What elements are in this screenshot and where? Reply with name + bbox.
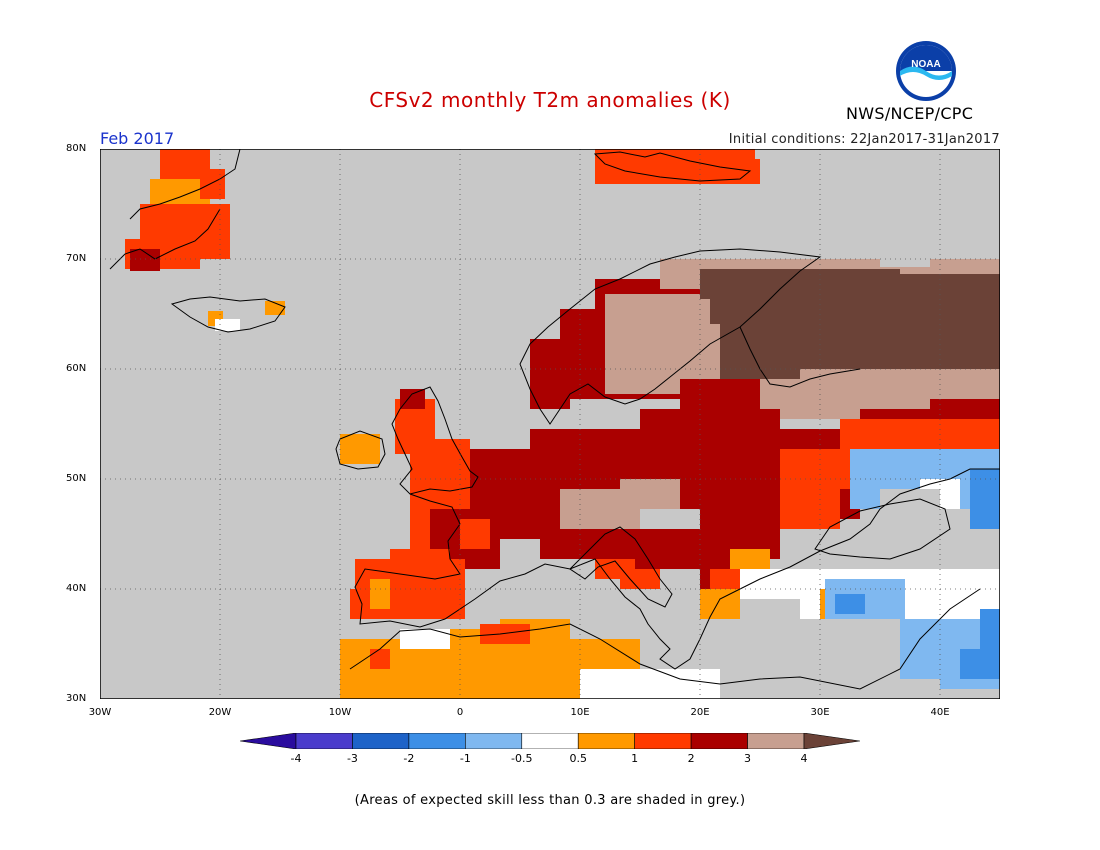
- longitude-label: 40E: [930, 707, 950, 718]
- anomaly-cell-red_orange: [620, 569, 660, 589]
- colorbar-tick-label: -3: [346, 752, 358, 765]
- anomaly-cell-white: [640, 669, 720, 699]
- colorbar-tick-label: -0.5: [511, 752, 533, 765]
- forecast-month-label: Feb 2017: [100, 129, 175, 148]
- colorbar-tick-label: 0.5: [569, 752, 587, 765]
- longitude-label: 20E: [690, 707, 710, 718]
- svalbard-coast: [593, 151, 752, 182]
- greenland-coast: [109, 149, 241, 270]
- britain-coast: [391, 386, 479, 495]
- anomaly-cell-orange: [370, 579, 390, 609]
- agency-label: NWS/NCEP/CPC: [846, 104, 974, 123]
- latitude-label: 40N: [66, 583, 87, 594]
- anomaly-cell-orange: [730, 549, 770, 569]
- colorbar-tick-label: -2: [403, 752, 415, 765]
- colorbar-segment: [352, 733, 410, 749]
- anomaly-cell-mid_blue: [970, 469, 1000, 529]
- anomaly-cell-red_orange: [460, 519, 490, 549]
- continent-coast: [354, 468, 1000, 670]
- anomaly-cell-white: [400, 629, 450, 649]
- anomaly-cell-dark_red: [400, 389, 425, 409]
- longitude-label: 30E: [810, 707, 830, 718]
- initial-conditions-label: Initial conditions: 22Jan2017-31Jan2017: [728, 132, 1000, 147]
- anomaly-cell-red_orange: [840, 419, 1000, 449]
- anomaly-cell-red_orange: [480, 624, 530, 644]
- noaa-logo: NOAA: [896, 41, 956, 101]
- iceland-coast: [170, 296, 286, 333]
- longitude-label: 0: [456, 707, 464, 718]
- anomaly-cell-mid_blue: [835, 594, 865, 614]
- anomaly-cell-white: [580, 669, 640, 699]
- anomaly-cell-red_orange: [780, 489, 840, 529]
- longitude-label: 10E: [570, 707, 590, 718]
- colorbar-segment: [690, 733, 748, 749]
- anomaly-cell-red_orange: [370, 649, 390, 669]
- colorbar-segment: [465, 733, 523, 749]
- anomaly-cell-red_orange: [200, 169, 225, 199]
- anomaly-cell-grey: [880, 489, 940, 539]
- anomaly-cell-white: [215, 319, 240, 331]
- finland-coast: [739, 326, 861, 388]
- black-sea-coast: [814, 498, 951, 560]
- africa-coast: [349, 588, 981, 690]
- latitude-label: 70N: [66, 253, 87, 264]
- colorbar-max-arrow: [803, 733, 860, 749]
- colorbar-tick-label: 4: [800, 752, 808, 765]
- longitude-label: 20W: [208, 707, 232, 718]
- anomaly-cell-red_orange: [350, 589, 450, 619]
- longitude-label: 10W: [328, 707, 352, 718]
- colorbar-segment: [408, 733, 466, 749]
- italy-coast: [569, 526, 673, 608]
- colorbar-segment: [521, 733, 579, 749]
- svg-text:NOAA: NOAA: [911, 59, 940, 70]
- colorbar-tick-label: 3: [744, 752, 752, 765]
- chart-title: CFSv2 monthly T2m anomalies (K): [369, 88, 731, 112]
- colorbar-tick-label: -1: [459, 752, 471, 765]
- anomaly-cell-orange: [350, 449, 380, 464]
- longitude-label: 30W: [88, 707, 112, 718]
- anomaly-cell-orange: [700, 589, 740, 619]
- latitude-label: 60N: [66, 363, 87, 374]
- colorbar-segment: [295, 733, 353, 749]
- colorbar-tick-label: -4: [290, 752, 302, 765]
- anomaly-cell-tan: [605, 294, 710, 394]
- latitude-label: 80N: [66, 143, 87, 154]
- anomaly-cell-brown: [960, 289, 1000, 349]
- ireland-coast: [335, 430, 386, 470]
- colorbar: [240, 733, 860, 749]
- colorbar-segment: [634, 733, 692, 749]
- anomaly-cell-mid_blue: [980, 609, 1000, 669]
- colorbar-tick-label: 2: [687, 752, 695, 765]
- anomaly-cell-dark_red: [130, 249, 160, 271]
- skill-footnote: (Areas of expected skill less than 0.3 a…: [354, 793, 746, 808]
- anomaly-map: [100, 149, 1000, 699]
- latitude-label: 50N: [66, 473, 87, 484]
- scandinavia-coast: [519, 248, 822, 425]
- colorbar-min-arrow: [240, 733, 297, 749]
- latitude-label: 30N: [66, 693, 87, 704]
- colorbar-segment: [747, 733, 805, 749]
- colorbar-tick-label: 1: [631, 752, 639, 765]
- anomaly-cell-tan: [620, 479, 680, 509]
- anomaly-cell-red_orange: [390, 549, 450, 569]
- colorbar-segment: [577, 733, 635, 749]
